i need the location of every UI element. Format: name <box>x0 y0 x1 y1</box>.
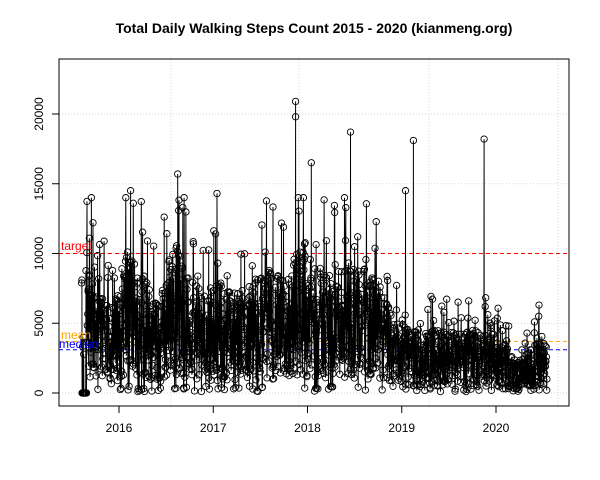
mean-label: mean <box>61 328 91 342</box>
target-label: target <box>61 239 92 253</box>
chart-title: Total Daily Walking Steps Count 2015 - 2… <box>115 20 513 36</box>
y-tick-label: 15000 <box>32 167 46 201</box>
x-tick-label: 2020 <box>483 421 510 435</box>
data-series <box>77 97 551 397</box>
y-tick-label: 10000 <box>32 236 46 270</box>
y-tick-label: 20000 <box>32 97 46 131</box>
y-tick-label: 5000 <box>32 310 46 337</box>
x-tick-label: 2018 <box>294 421 321 435</box>
y-tick-label: 0 <box>32 389 46 396</box>
x-axis: 2016 2017 2018 2019 2020 <box>106 405 510 435</box>
x-tick-label: 2019 <box>388 421 415 435</box>
median-label: median <box>59 337 98 351</box>
y-axis: 0 5000 10000 15000 20000 <box>32 97 60 396</box>
x-tick-label: 2016 <box>106 421 133 435</box>
x-tick-label: 2017 <box>200 421 227 435</box>
